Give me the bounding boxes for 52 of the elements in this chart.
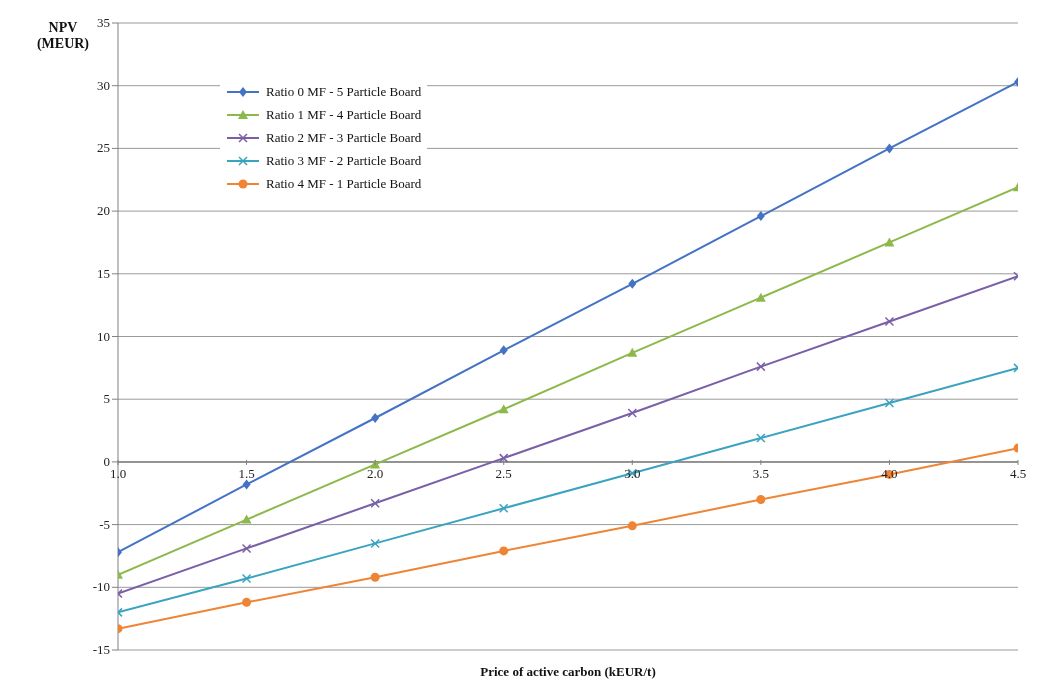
- point: [370, 498, 380, 509]
- point: [627, 347, 638, 357]
- x-tick-label: 1.5: [238, 465, 255, 481]
- x-axis-title: Price of active carbon (kEUR/t): [480, 664, 656, 679]
- x-tick-label: 2.5: [495, 465, 512, 481]
- x-tick-label: 3.5: [752, 465, 769, 481]
- point: [756, 211, 765, 222]
- point: [241, 514, 252, 524]
- legend-label: Ratio 4 MF - 1 Particle Board: [266, 175, 422, 193]
- x-tick-label: 2.0: [367, 465, 384, 481]
- x-tick-label: 1.0: [109, 465, 127, 481]
- y-tick-label: 20: [97, 203, 110, 219]
- y-tick-label: 10: [97, 328, 110, 344]
- point: [370, 538, 380, 549]
- point: [499, 345, 508, 356]
- y-tick-label: 25: [97, 140, 110, 156]
- point: [241, 573, 252, 584]
- y-tick-label: 0: [103, 453, 110, 469]
- point: [371, 413, 380, 424]
- point: [885, 143, 894, 154]
- point: [756, 361, 766, 372]
- legend-label: Ratio 1 MF - 4 Particle Board: [266, 106, 422, 124]
- y-tick-label: -5: [99, 516, 110, 532]
- y-tick-label: 35: [97, 15, 110, 30]
- y-tick-label: -10: [92, 579, 110, 595]
- point: [884, 316, 895, 327]
- y-tick-label: 5: [103, 391, 110, 407]
- x-tick-label: 3.0: [624, 465, 641, 481]
- y-tick-label: -15: [92, 642, 110, 657]
- point: [627, 408, 638, 418]
- point: [498, 503, 509, 514]
- point: [755, 292, 766, 302]
- point: [241, 543, 252, 554]
- point: [627, 521, 637, 531]
- point: [242, 479, 251, 490]
- point: [756, 495, 766, 505]
- y-tick-label: 30: [97, 77, 110, 93]
- point: [242, 597, 252, 607]
- x-tick-label: 4.5: [1009, 465, 1027, 481]
- point: [370, 572, 380, 582]
- point: [884, 398, 895, 408]
- point: [884, 237, 895, 247]
- legend-label: Ratio 2 MF - 3 Particle Board: [266, 129, 422, 147]
- legend-label: Ratio 0 MF - 5 Particle Board: [266, 83, 422, 101]
- point: [756, 433, 766, 443]
- point: [499, 546, 509, 556]
- point: [628, 278, 637, 289]
- legend-label: Ratio 3 MF - 2 Particle Board: [266, 152, 422, 170]
- point: [498, 404, 509, 414]
- point: [498, 453, 509, 463]
- y-tick-label: 15: [97, 265, 110, 281]
- y-axis-title: NPV (MEUR): [35, 20, 91, 52]
